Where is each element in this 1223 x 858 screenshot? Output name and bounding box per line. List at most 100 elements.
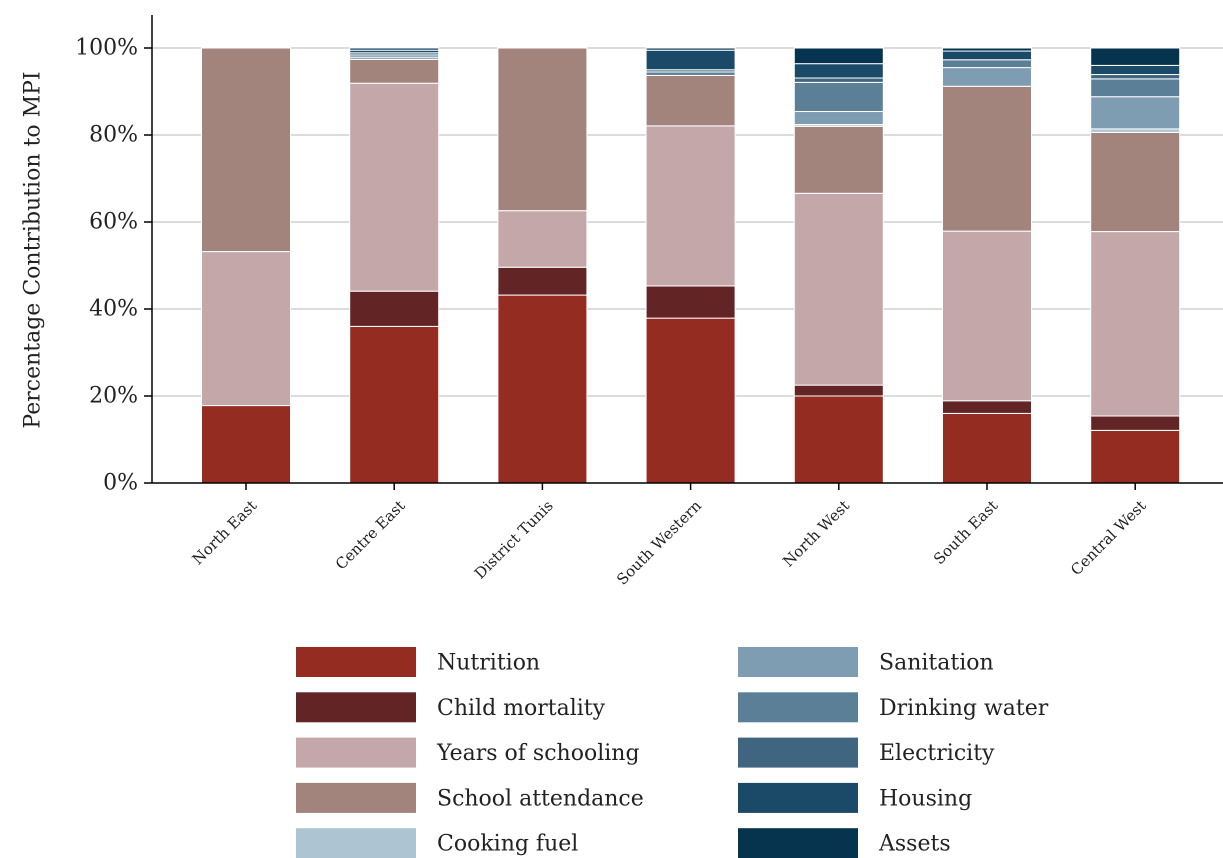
legend-swatch [738, 782, 858, 813]
legend-label: Cooking fuel [437, 832, 578, 857]
bar-segment [645, 71, 736, 76]
legend-item: Child mortality [296, 692, 606, 723]
bar-segment [645, 125, 736, 287]
legend-label: Child mortality [437, 696, 606, 721]
bar-segment [1090, 74, 1181, 80]
bar-segment [497, 294, 588, 484]
x-tick-label: Centre East [332, 497, 409, 574]
legend-label: Sanitation [879, 651, 994, 676]
bar-segment [1090, 47, 1181, 66]
x-tick-label: South East [930, 497, 1001, 568]
bar-segment [645, 49, 736, 71]
bar-segment [201, 405, 291, 484]
legend-item: Drinking water [738, 692, 1049, 723]
bar-stack [645, 47, 736, 484]
x-tick-label: District Tunis [471, 497, 557, 583]
bar-segment [793, 63, 884, 79]
bar-segment [1090, 96, 1181, 130]
legend-swatch [296, 692, 416, 723]
legend-item: School attendance [296, 782, 644, 813]
bar-segment [942, 67, 1032, 87]
bar-segment [1090, 131, 1181, 233]
bar-segment [349, 325, 440, 484]
legend-item: Cooking fuel [296, 828, 578, 858]
legend-label: Housing [879, 786, 972, 811]
x-tick-label: South Western [613, 496, 705, 588]
legend-label: Electricity [879, 741, 995, 766]
bar-segment [793, 77, 884, 83]
legend-item: Electricity [738, 737, 995, 768]
legend-item: Nutrition [296, 647, 540, 677]
bar-segment [1090, 429, 1181, 484]
bar-segment [1090, 128, 1181, 133]
legend-label: Years of schooling [436, 741, 640, 766]
y-tick-labels: 0% 20% 40% 60% 80% 100% [75, 36, 152, 496]
bar-segment [942, 230, 1032, 402]
y-tick-label: 0% [103, 471, 138, 496]
legend-swatch [738, 692, 858, 723]
axes [151, 15, 1223, 484]
bar-segment [645, 74, 736, 127]
legend-item: Years of schooling [296, 737, 640, 768]
bar-segment [645, 317, 736, 484]
legend-swatch [296, 647, 416, 677]
bar-segment [793, 47, 884, 65]
legend-item: Housing [738, 782, 972, 813]
x-tick-label: Central West [1067, 497, 1149, 579]
bar-segment [942, 412, 1032, 484]
legend-swatch [738, 828, 858, 858]
legend-swatch [738, 647, 858, 677]
bar-segment [942, 85, 1032, 232]
bar-segment [349, 58, 440, 84]
bar-segment [349, 82, 440, 292]
bar-segment [349, 290, 440, 327]
bar-segment [942, 50, 1032, 61]
legend: Nutrition Child mortality Years of schooli… [296, 647, 1049, 858]
y-axis-label: Percentage Contribution to MPI [21, 71, 46, 428]
bar-segment [793, 395, 884, 484]
x-tick-label: North East [189, 497, 261, 569]
bars [201, 47, 1181, 484]
bar-segment [793, 192, 884, 386]
bar-segment [497, 266, 588, 296]
legend-label: Assets [878, 832, 951, 857]
bar-stack [201, 47, 291, 484]
bar-segment [793, 81, 884, 113]
legend-item: Sanitation [738, 647, 994, 677]
bar-segment [1090, 64, 1181, 76]
legend-swatch [296, 782, 416, 813]
bar-segment [793, 384, 884, 397]
y-tick-label: 40% [89, 297, 138, 322]
bar-segment [942, 47, 1032, 52]
bar-segment [1090, 78, 1181, 98]
bar-stack [942, 47, 1032, 484]
bar-segment [201, 251, 291, 407]
bar-segment [349, 47, 440, 51]
bar-stack [349, 47, 440, 484]
legend-label: Nutrition [437, 651, 540, 676]
y-tick-label: 100% [75, 36, 138, 61]
y-tick-label: 20% [89, 384, 138, 409]
bar-segment [942, 400, 1032, 414]
bar-segment [201, 47, 291, 253]
legend-swatch [296, 828, 416, 858]
bar-stack [793, 47, 884, 484]
bar-segment [1090, 415, 1181, 431]
legend-swatch [738, 737, 858, 768]
bar-segment [645, 285, 736, 319]
bar-segment [645, 47, 736, 51]
bar-stack [1090, 47, 1181, 484]
x-tick-labels: North East Centre East District Tunis South… [189, 483, 1150, 589]
bar-segment [1090, 231, 1181, 417]
bar-stack [497, 47, 588, 484]
legend-label: School attendance [437, 786, 644, 811]
legend-label: Drinking water [879, 696, 1049, 721]
bar-segment [497, 210, 588, 268]
bar-segment [497, 47, 588, 212]
y-tick-label: 80% [89, 123, 138, 148]
legend-item: Assets [738, 828, 951, 858]
y-tick-label: 60% [89, 210, 138, 235]
bar-segment [793, 125, 884, 194]
bar-segment [793, 111, 884, 126]
